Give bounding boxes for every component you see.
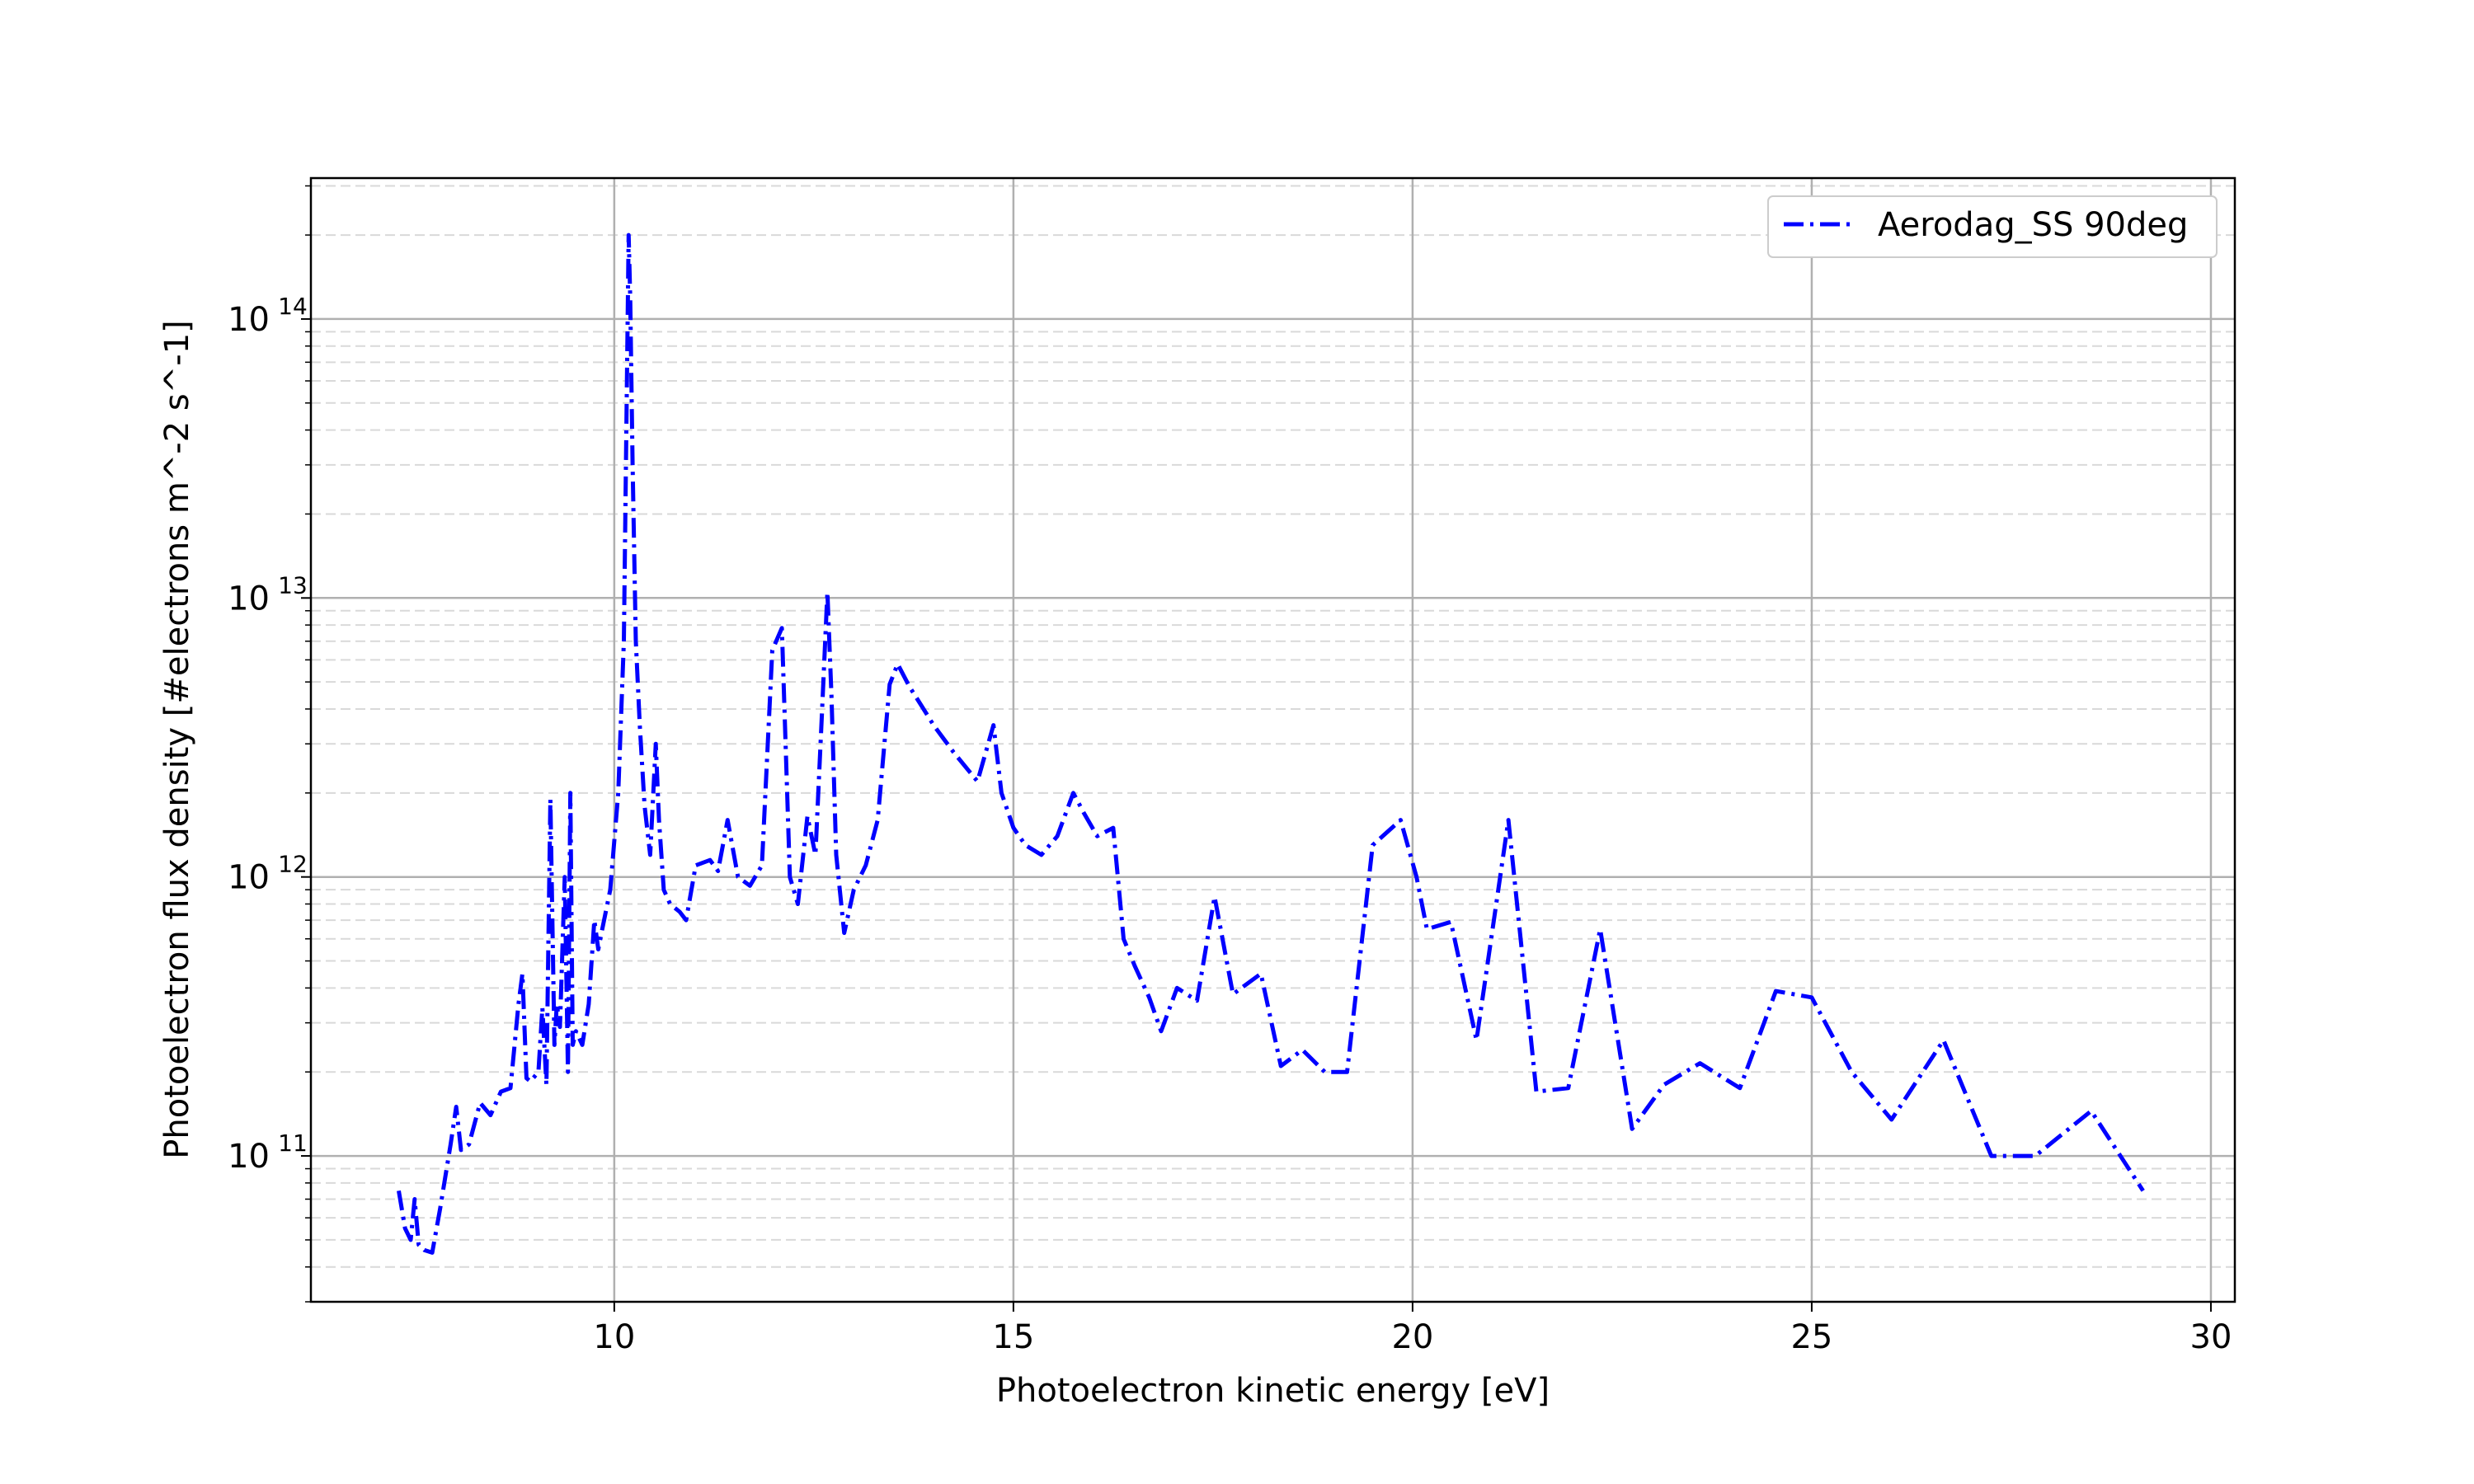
grid bbox=[311, 178, 2235, 1303]
y-tick-label-exponent: 13 bbox=[278, 571, 308, 599]
y-tick-label-exponent: 14 bbox=[278, 293, 308, 320]
series-line bbox=[397, 232, 2145, 1255]
x-tick-label: 10 bbox=[593, 1318, 635, 1356]
legend: Aerodag_SS 90deg bbox=[1767, 195, 2218, 258]
plot-frame bbox=[309, 176, 2236, 1303]
y-tick-label-exponent: 12 bbox=[278, 851, 308, 878]
legend-label: Aerodag_SS 90deg bbox=[1878, 206, 2188, 244]
legend-box bbox=[1767, 195, 2218, 258]
x-axis-label: Photoelectron kinetic energy [eV] bbox=[996, 1372, 1550, 1410]
y-tick-label-exponent: 11 bbox=[278, 1129, 308, 1157]
x-tick-label: 30 bbox=[2190, 1318, 2232, 1356]
x-tick-label: 20 bbox=[1391, 1318, 1433, 1356]
series-layer bbox=[397, 232, 2145, 1255]
y-tick-label: 10 11 bbox=[228, 1129, 308, 1176]
x-tick-label: 15 bbox=[992, 1318, 1034, 1356]
y-axis-label: Photoelectron flux density [#electrons m… bbox=[158, 320, 196, 1159]
x-tick-label: 25 bbox=[1790, 1318, 1832, 1356]
